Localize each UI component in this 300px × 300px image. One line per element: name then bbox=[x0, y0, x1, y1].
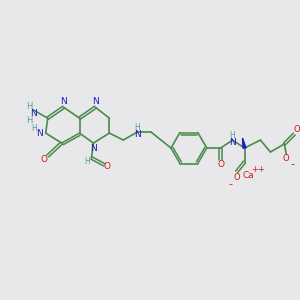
Text: O: O bbox=[283, 154, 290, 164]
Text: H: H bbox=[26, 116, 32, 125]
Text: H: H bbox=[134, 123, 140, 132]
Text: O: O bbox=[40, 155, 47, 164]
Text: N: N bbox=[30, 109, 37, 118]
Text: N: N bbox=[92, 97, 99, 106]
Text: N: N bbox=[60, 97, 67, 106]
Text: H: H bbox=[230, 130, 236, 140]
Text: Ca: Ca bbox=[243, 171, 254, 180]
Text: H: H bbox=[31, 124, 37, 133]
Text: ++: ++ bbox=[252, 165, 265, 174]
Text: -: - bbox=[229, 179, 232, 189]
Text: -: - bbox=[290, 159, 294, 169]
Text: N: N bbox=[229, 137, 236, 146]
Text: H: H bbox=[26, 102, 32, 111]
Text: O: O bbox=[294, 124, 300, 134]
Text: H: H bbox=[85, 158, 90, 166]
Text: O: O bbox=[233, 173, 240, 182]
Text: N: N bbox=[134, 130, 141, 139]
Text: O: O bbox=[104, 162, 111, 171]
Text: O: O bbox=[217, 160, 224, 169]
Polygon shape bbox=[242, 138, 246, 148]
Text: N: N bbox=[90, 143, 97, 152]
Text: N: N bbox=[36, 129, 43, 138]
